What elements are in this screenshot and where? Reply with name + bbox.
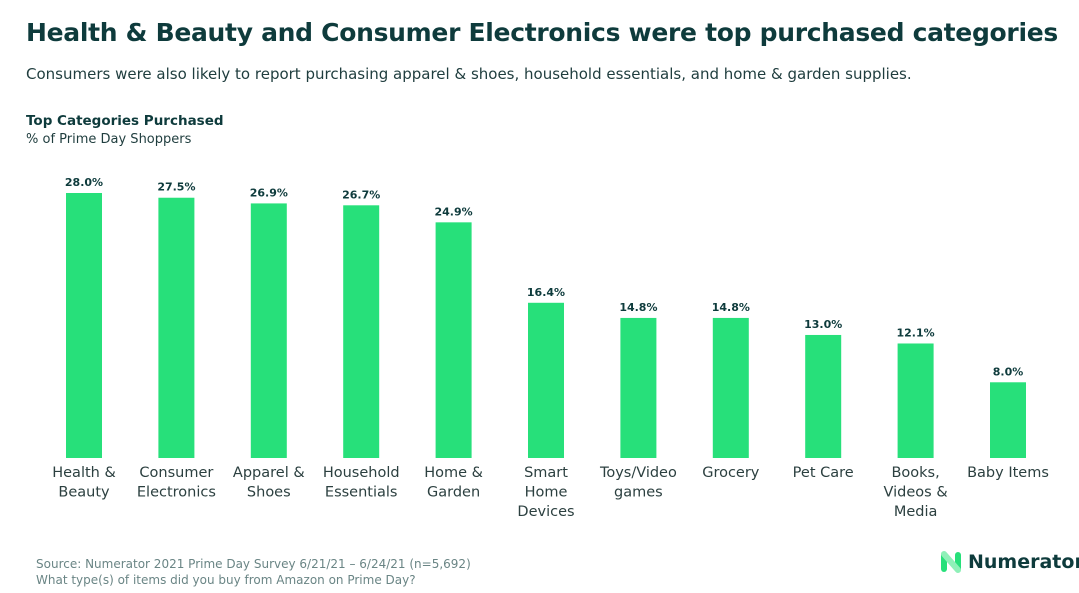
category-label: Devices	[517, 504, 574, 520]
category-label: Electronics	[137, 485, 216, 501]
category-label: Books,	[891, 465, 939, 481]
category-label: Baby Items	[967, 465, 1049, 481]
bar	[343, 205, 380, 458]
data-label: 26.7%	[342, 188, 380, 201]
category-label: Essentials	[325, 485, 398, 501]
category-label: Smart	[524, 465, 568, 481]
category-label: Pet Care	[793, 465, 854, 481]
category-label: Health &	[52, 465, 116, 481]
page-subtitle: Consumers were also likely to report pur…	[26, 65, 912, 83]
data-label: 14.8%	[619, 301, 657, 314]
bar	[805, 334, 842, 458]
page-title: Health & Beauty and Consumer Electronics…	[26, 18, 1058, 47]
data-label: 16.4%	[527, 286, 565, 299]
data-label: 8.0%	[993, 365, 1024, 378]
bar	[528, 302, 564, 458]
source-note: Source: Numerator 2021 Prime Day Survey …	[36, 556, 471, 588]
category-label: Garden	[427, 485, 480, 501]
bar	[990, 382, 1026, 458]
data-label: 13.0%	[804, 318, 842, 331]
category-label: Media	[894, 504, 938, 520]
category-label: Home &	[424, 465, 483, 481]
logo-text: Numerator	[968, 551, 1079, 573]
category-label: Grocery	[702, 465, 760, 481]
survey-question: What type(s) of items did you buy from A…	[36, 573, 416, 587]
category-label: Beauty	[58, 485, 110, 501]
chart-y-label: % of Prime Day Shoppers	[26, 132, 192, 147]
bar	[620, 317, 657, 458]
bar	[897, 343, 934, 458]
category-label: Consumer	[139, 465, 213, 481]
category-label: Home	[525, 485, 568, 501]
data-label: 26.9%	[250, 186, 288, 199]
bar	[66, 193, 102, 458]
source-line: Source: Numerator 2021 Prime Day Survey …	[36, 557, 471, 571]
data-label: 27.5%	[157, 181, 195, 194]
data-label: 28.0%	[65, 176, 103, 189]
category-label: Household	[323, 465, 400, 481]
category-label: Videos &	[884, 485, 948, 501]
bar	[158, 197, 195, 458]
bar	[712, 317, 749, 458]
numerator-logo-icon	[941, 551, 961, 573]
bar	[250, 203, 287, 458]
category-label: Toys/Video	[599, 465, 677, 481]
bar	[435, 222, 472, 458]
category-label: games	[614, 485, 663, 501]
category-label: Shoes	[247, 485, 291, 501]
data-label: 14.8%	[712, 301, 750, 314]
chart-title: Top Categories Purchased	[26, 113, 224, 129]
category-label: Apparel &	[233, 465, 305, 481]
data-label: 24.9%	[435, 205, 473, 218]
data-label: 12.1%	[897, 326, 935, 339]
numerator-logo: Numerator	[940, 551, 1079, 573]
